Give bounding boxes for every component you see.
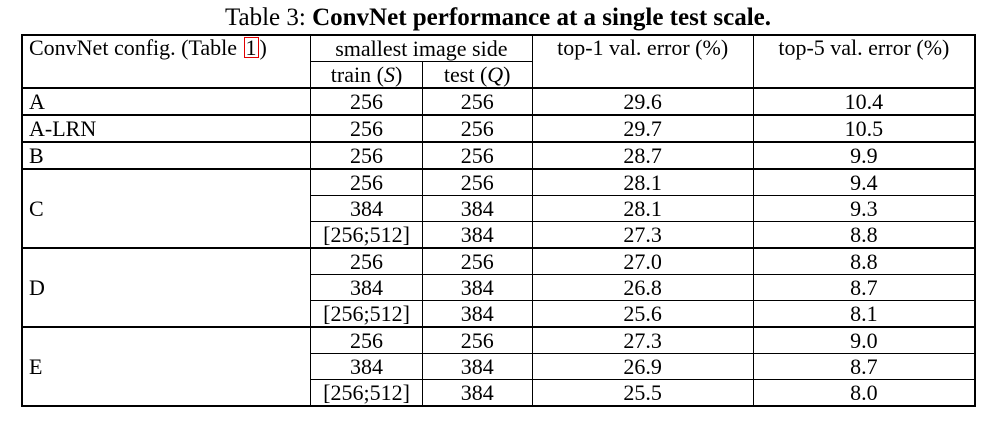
header-top1: top-1 val. error (%) [531,34,754,89]
top1-cell-best: 25.5 [531,379,754,407]
header-train-var: S [383,61,395,87]
top5-cell: 8.1 [752,300,976,328]
config-cell: B [21,141,312,170]
train-cell: [256;512] [310,379,423,407]
top1-cell: 25.6 [531,300,754,328]
top1-cell: 29.6 [531,87,754,116]
top1-cell: 27.3 [531,221,754,249]
train-cell: 256 [310,326,423,354]
header-top5: top-5 val. error (%) [752,34,976,89]
test-cell: 384 [421,195,533,222]
table-reference-link[interactable]: 1 [243,35,259,60]
top5-cell: 8.8 [752,221,976,249]
top5-cell: 9.3 [752,195,976,222]
table-row: [256;512] 384 27.3 8.8 [22,221,976,249]
train-cell: 384 [310,274,423,301]
test-cell: 384 [421,300,533,328]
table-row: 384 384 26.9 8.7 [22,353,976,380]
test-cell: 384 [421,353,533,380]
top5-cell: 8.7 [752,274,976,301]
header-config-suffix: ) [259,35,267,60]
train-cell: 256 [310,141,423,170]
top1-cell: 28.7 [531,141,754,170]
config-cell: E [21,326,312,407]
header-config: ConvNet config. (Table 1) [21,34,312,89]
top1-cell: 26.9 [531,353,754,380]
test-cell: 384 [421,274,533,301]
top5-cell: 10.5 [752,114,976,143]
caption-title: ConvNet performance at a single test sca… [312,4,772,31]
header-test-label: test ( [443,61,488,87]
train-cell: 384 [310,353,423,380]
header-test-var: Q [487,61,504,87]
caption-prefix: Table 3: [224,4,313,31]
train-cell: [256;512] [310,300,423,328]
config-cell: A-LRN [21,114,312,143]
table-row: [256;512] 384 25.5 8.0 [22,379,976,407]
test-cell: 256 [421,326,533,354]
table-row: C 256 256 28.1 9.4 [21,168,976,249]
top5-cell: 8.8 [752,247,976,275]
header-smallest-side: smallest image side [310,34,533,62]
test-cell: 256 [421,168,533,196]
table-row: E 256 256 27.3 9.0 [21,326,976,407]
table-row: A 256 256 29.6 10.4 [21,87,976,116]
top1-cell: 29.7 [531,114,754,143]
test-cell: 256 [421,141,533,170]
top5-cell: 9.9 [752,141,976,170]
top1-cell: 28.1 [531,195,754,222]
top5-cell: 10.4 [752,87,976,116]
config-cell: A [21,87,312,116]
test-cell: 384 [421,379,533,407]
results-table: ConvNet config. (Table 1) smallest image… [21,34,976,407]
test-cell: 256 [421,247,533,275]
test-cell: 384 [421,221,533,249]
top1-cell: 27.0 [531,247,754,275]
header-train-close: ) [394,61,403,87]
top1-cell: 27.3 [531,326,754,354]
table-caption: Table 3: ConvNet performance at a single… [0,4,996,32]
train-cell: 256 [310,247,423,275]
table-row: D 256 256 27.0 8.8 [21,247,976,328]
train-cell: [256;512] [310,221,423,249]
config-cell: D [21,247,312,328]
top1-cell: 26.8 [531,274,754,301]
table-row: B 256 256 28.7 9.9 [21,141,976,170]
table-row: 384 384 28.1 9.3 [22,195,976,222]
header-test-close: ) [503,61,511,87]
header-config-label: ConvNet config. (Table [29,35,243,60]
train-cell: 256 [310,114,423,143]
header-train-label: train ( [330,61,384,87]
top5-cell: 9.4 [752,168,976,196]
test-cell: 256 [421,114,533,143]
train-cell: 256 [310,168,423,196]
train-cell: 384 [310,195,423,222]
top5-cell: 9.0 [752,326,976,354]
table-row: 384 384 26.8 8.7 [22,274,976,301]
top5-cell-best: 8.0 [752,379,976,407]
header-train: train (S) [310,61,423,89]
header-test: test (Q) [421,61,533,89]
top1-cell: 28.1 [531,168,754,196]
top5-cell: 8.7 [752,353,976,380]
table-row: A-LRN 256 256 29.7 10.5 [21,114,976,143]
test-cell: 256 [421,87,533,116]
config-cell: C [21,168,312,249]
train-cell: 256 [310,87,423,116]
